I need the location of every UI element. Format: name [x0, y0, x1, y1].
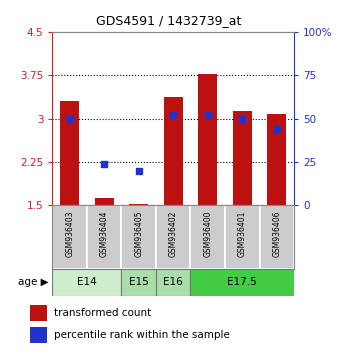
Text: E16: E16	[163, 277, 183, 287]
Text: E17.5: E17.5	[227, 277, 257, 287]
Text: GSM936403: GSM936403	[65, 210, 74, 257]
Text: percentile rank within the sample: percentile rank within the sample	[54, 330, 230, 339]
Text: transformed count: transformed count	[54, 308, 151, 318]
Bar	[87, 205, 121, 269]
Text: GSM936400: GSM936400	[203, 210, 212, 257]
Bar	[233, 111, 252, 205]
Text: E14: E14	[77, 277, 97, 287]
Bar	[121, 269, 156, 296]
Bar	[191, 205, 225, 269]
Bar	[30, 327, 47, 343]
Text: GSM936405: GSM936405	[134, 210, 143, 257]
Bar	[164, 97, 183, 205]
Bar	[198, 74, 217, 205]
Text: GSM936402: GSM936402	[169, 210, 178, 257]
Bar	[260, 205, 294, 269]
Point	[274, 126, 280, 132]
Text: E15: E15	[129, 277, 149, 287]
Text: GSM936404: GSM936404	[100, 210, 109, 257]
Bar	[95, 198, 114, 205]
Point	[171, 112, 176, 118]
Bar	[267, 114, 286, 205]
Bar	[30, 305, 47, 321]
Point	[240, 116, 245, 121]
Text: age ▶: age ▶	[18, 277, 49, 287]
Bar	[156, 205, 191, 269]
Point	[101, 161, 107, 166]
Bar	[191, 269, 294, 296]
Bar	[121, 205, 156, 269]
Point	[136, 168, 141, 173]
Bar	[156, 269, 191, 296]
Bar	[52, 205, 87, 269]
Text: GDS4591 / 1432739_at: GDS4591 / 1432739_at	[96, 14, 242, 27]
Text: GSM936401: GSM936401	[238, 210, 247, 257]
Point	[67, 116, 72, 121]
Bar	[225, 205, 260, 269]
Bar	[60, 101, 79, 205]
Point	[205, 112, 211, 118]
Text: GSM936406: GSM936406	[272, 210, 281, 257]
Bar	[129, 204, 148, 205]
Bar	[52, 269, 121, 296]
